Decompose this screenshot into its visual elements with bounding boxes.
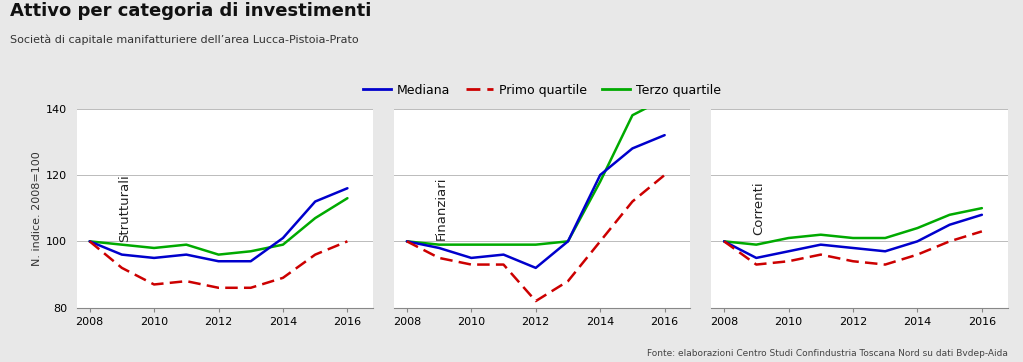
Text: Società di capitale manifatturiere dell’area Lucca-Pistoia-Prato: Società di capitale manifatturiere dell’… <box>10 34 359 45</box>
Text: Attivo per categoria di investimenti: Attivo per categoria di investimenti <box>10 2 371 20</box>
Legend: Mediana, Primo quartile, Terzo quartile: Mediana, Primo quartile, Terzo quartile <box>358 79 726 102</box>
Text: Finanziari: Finanziari <box>435 176 448 240</box>
Y-axis label: N. indice. 2008=100: N. indice. 2008=100 <box>32 151 42 265</box>
Text: Strutturali: Strutturali <box>118 174 131 242</box>
Text: Fonte: elaborazioni Centro Studi Confindustria Toscana Nord su dati Bvdep-Aida: Fonte: elaborazioni Centro Studi Confind… <box>647 349 1008 358</box>
Text: Correnti: Correnti <box>752 181 765 235</box>
